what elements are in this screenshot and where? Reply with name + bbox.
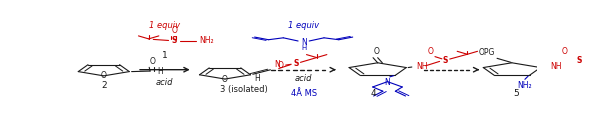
Text: N: N [301, 38, 306, 47]
Text: O: O [278, 61, 284, 70]
Text: 4: 4 [370, 89, 376, 98]
Text: O: O [149, 57, 155, 66]
Text: 5: 5 [513, 89, 519, 98]
Text: 4Å MS: 4Å MS [291, 89, 317, 98]
Text: O: O [171, 26, 177, 35]
Text: S: S [577, 56, 582, 65]
Text: OPG: OPG [478, 48, 494, 57]
Text: O: O [427, 47, 433, 56]
Text: 3 (isolated): 3 (isolated) [220, 85, 267, 94]
Text: H: H [301, 45, 306, 51]
Text: acid: acid [295, 74, 312, 83]
Text: S: S [442, 56, 448, 65]
Text: O: O [101, 71, 107, 80]
Text: NH: NH [417, 62, 428, 71]
Text: O: O [222, 75, 228, 83]
Text: 1 equiv: 1 equiv [288, 21, 319, 30]
Text: S: S [293, 59, 298, 68]
Text: S: S [171, 36, 177, 46]
Text: 1: 1 [162, 51, 168, 60]
Text: H: H [158, 67, 163, 76]
Text: NH: NH [550, 62, 562, 71]
Text: N: N [274, 60, 280, 69]
Text: NH₂: NH₂ [199, 36, 214, 46]
Text: O: O [562, 47, 568, 56]
Text: 1 equiv: 1 equiv [149, 21, 180, 30]
Text: 2: 2 [101, 81, 107, 90]
Text: N: N [384, 78, 390, 87]
Text: H: H [254, 74, 260, 83]
Text: O: O [373, 47, 379, 56]
Text: acid: acid [156, 78, 174, 87]
Text: NH₂: NH₂ [518, 81, 532, 90]
